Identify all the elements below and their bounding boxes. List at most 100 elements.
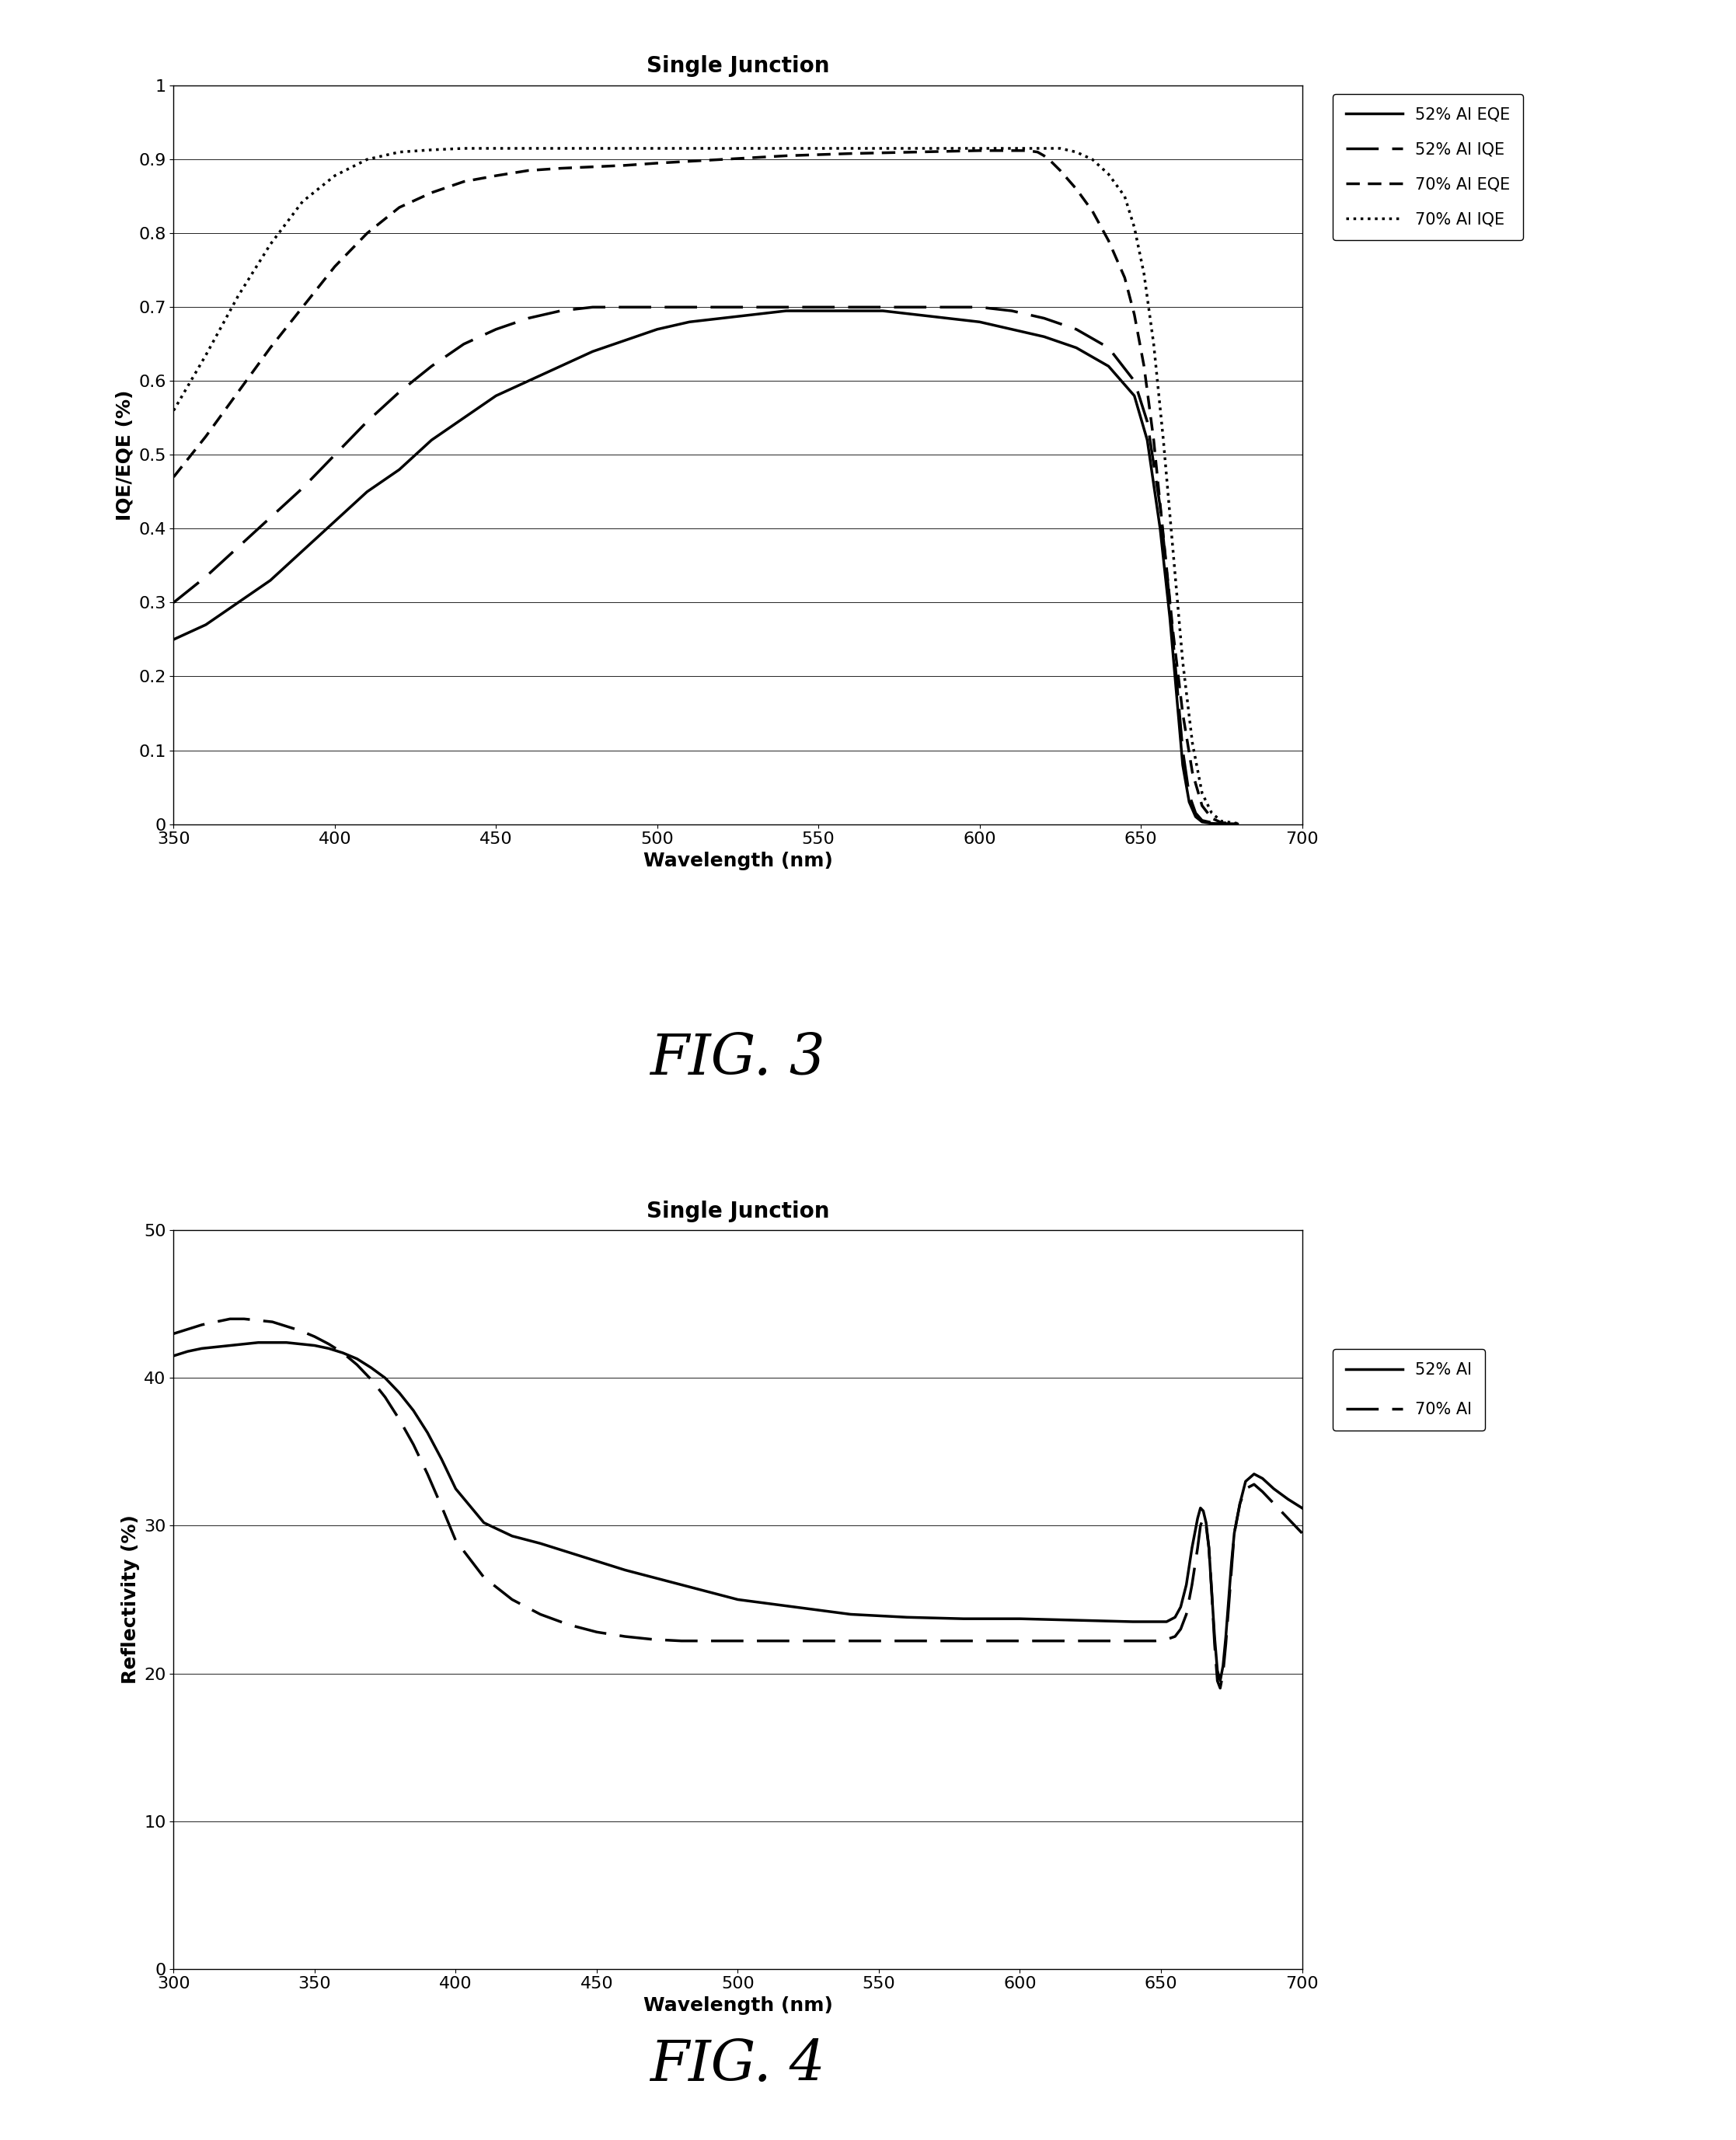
70% Al — [219, 1305, 240, 1331]
70% Al IQE — [453, 135, 474, 160]
70% Al IQE — [1191, 781, 1212, 807]
52% Al EQE — [356, 479, 377, 505]
52% Al EQE — [807, 297, 828, 323]
52% Al EQE — [196, 612, 217, 638]
70% Al EQE — [1050, 158, 1071, 184]
52% Al EQE — [422, 428, 443, 454]
52% Al EQE — [1099, 353, 1120, 379]
70% Al EQE — [1082, 199, 1102, 225]
70% Al IQE — [1028, 135, 1049, 160]
52% Al — [953, 1605, 974, 1631]
70% Al — [389, 1406, 410, 1432]
Line: 70% Al EQE: 70% Al EQE — [174, 150, 1238, 824]
70% Al — [672, 1629, 693, 1654]
X-axis label: Wavelength (nm): Wavelength (nm) — [642, 852, 833, 871]
70% Al EQE — [196, 424, 217, 449]
70% Al EQE — [356, 220, 377, 246]
52% Al IQE — [873, 295, 894, 321]
52% Al IQE — [1099, 336, 1120, 362]
52% Al IQE — [648, 295, 668, 321]
70% Al IQE — [1182, 730, 1203, 755]
52% Al — [672, 1573, 693, 1599]
52% Al EQE — [453, 404, 474, 430]
70% Al EQE — [1066, 175, 1087, 201]
52% Al IQE — [969, 295, 990, 321]
70% Al IQE — [422, 137, 443, 163]
70% Al EQE — [1115, 265, 1135, 291]
52% Al EQE — [937, 306, 958, 332]
70% Al EQE — [517, 158, 538, 184]
52% Al EQE — [1149, 516, 1170, 541]
52% Al IQE — [325, 443, 345, 469]
Line: 52% Al: 52% Al — [174, 1342, 1302, 1680]
52% Al EQE — [1179, 790, 1200, 815]
52% Al IQE — [1033, 306, 1054, 332]
70% Al EQE — [969, 137, 990, 163]
70% Al EQE — [1172, 700, 1193, 725]
Y-axis label: Reflectivity (%): Reflectivity (%) — [122, 1515, 139, 1684]
52% Al EQE — [325, 509, 345, 535]
Line: 70% Al IQE: 70% Al IQE — [174, 148, 1238, 824]
Legend: 52% Al EQE, 52% Al IQE, 70% Al EQE, 70% Al IQE: 52% Al EQE, 52% Al IQE, 70% Al EQE, 70% … — [1333, 94, 1522, 240]
70% Al EQE — [648, 150, 668, 175]
70% Al EQE — [1163, 618, 1184, 644]
52% Al IQE — [1002, 297, 1023, 323]
70% Al EQE — [1002, 137, 1023, 163]
70% Al EQE — [422, 180, 443, 205]
52% Al EQE — [1167, 678, 1187, 704]
52% Al EQE — [550, 353, 571, 379]
70% Al EQE — [1028, 139, 1049, 165]
52% Al EQE — [776, 297, 797, 323]
70% Al IQE — [712, 135, 733, 160]
70% Al IQE — [582, 135, 602, 160]
52% Al IQE — [776, 295, 797, 321]
70% Al IQE — [1115, 184, 1135, 210]
70% Al EQE — [389, 195, 410, 220]
70% Al — [1210, 1676, 1231, 1701]
52% Al IQE — [937, 295, 958, 321]
52% Al — [163, 1344, 184, 1370]
70% Al IQE — [550, 135, 571, 160]
52% Al EQE — [260, 567, 281, 593]
52% Al EQE — [648, 317, 668, 342]
52% Al IQE — [615, 295, 635, 321]
70% Al EQE — [712, 148, 733, 173]
52% Al EQE — [1160, 603, 1180, 629]
52% Al IQE — [1123, 368, 1144, 394]
70% Al — [953, 1629, 974, 1654]
52% Al IQE — [1160, 591, 1180, 616]
70% Al — [1264, 1492, 1285, 1517]
Y-axis label: IQE/EQE (%): IQE/EQE (%) — [116, 389, 134, 520]
52% Al — [389, 1380, 410, 1406]
Line: 52% Al EQE: 52% Al EQE — [174, 310, 1238, 824]
70% Al IQE — [196, 342, 217, 368]
70% Al IQE — [1227, 811, 1248, 837]
70% Al IQE — [1144, 332, 1165, 357]
Title: Single Junction: Single Junction — [646, 1201, 830, 1222]
70% Al IQE — [1040, 135, 1061, 160]
52% Al EQE — [1172, 751, 1193, 777]
70% Al EQE — [1144, 428, 1165, 454]
70% Al EQE — [1123, 302, 1144, 327]
70% Al IQE — [904, 135, 925, 160]
52% Al — [1292, 1496, 1312, 1522]
52% Al EQE — [904, 302, 925, 327]
70% Al IQE — [1134, 261, 1154, 287]
52% Al EQE — [1201, 811, 1222, 837]
52% Al EQE — [292, 537, 312, 563]
70% Al — [163, 1320, 184, 1346]
70% Al EQE — [292, 295, 312, 321]
70% Al IQE — [486, 135, 507, 160]
52% Al IQE — [1212, 811, 1233, 837]
70% Al — [444, 1528, 465, 1554]
70% Al EQE — [1017, 137, 1038, 163]
52% Al IQE — [807, 295, 828, 321]
52% Al — [1224, 1519, 1245, 1545]
52% Al — [444, 1477, 465, 1502]
52% Al IQE — [1201, 809, 1222, 835]
52% Al IQE — [1227, 811, 1248, 837]
70% Al EQE — [453, 169, 474, 195]
70% Al EQE — [1201, 805, 1222, 830]
52% Al EQE — [1191, 809, 1212, 835]
52% Al IQE — [389, 379, 410, 404]
